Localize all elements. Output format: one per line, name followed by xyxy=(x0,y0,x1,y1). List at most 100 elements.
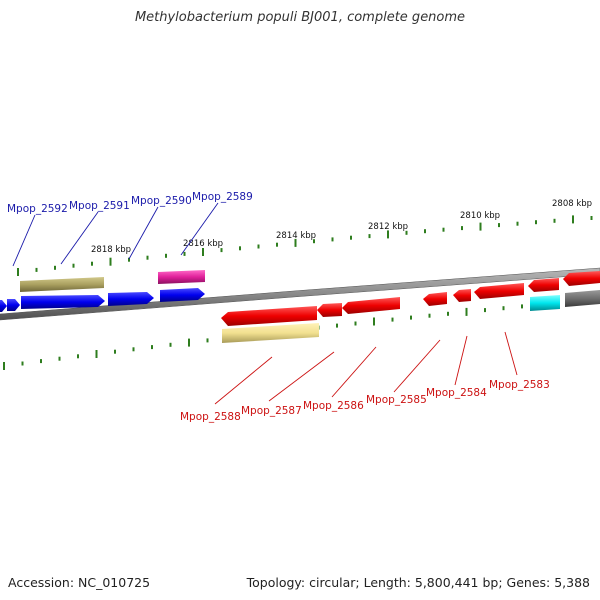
gene-label-mpop-2586: Mpop_2586 xyxy=(303,400,364,412)
minor-tick xyxy=(128,257,130,262)
major-tick xyxy=(202,248,204,256)
minor-tick xyxy=(54,265,56,270)
scale-label: 2810 kbp xyxy=(460,211,500,221)
scale-label: 2816 kbp xyxy=(183,239,223,249)
minor-tick xyxy=(146,255,149,260)
minor-tick xyxy=(169,342,172,347)
minor-tick xyxy=(535,220,537,225)
scale-label: 2818 kbp xyxy=(91,245,131,255)
gene-arrow xyxy=(0,300,7,312)
minor-tick xyxy=(165,253,167,258)
gene-label-mpop-2587: Mpop_2587 xyxy=(241,405,302,417)
gene-arrow-mpop-2585 xyxy=(423,292,447,306)
minor-tick xyxy=(447,311,449,316)
major-tick xyxy=(373,317,375,326)
minor-tick xyxy=(442,227,445,232)
minor-tick xyxy=(331,237,334,242)
leader-line xyxy=(268,351,335,402)
minor-tick xyxy=(206,338,209,343)
gene-arrow-mpop-2591 xyxy=(21,295,105,309)
leader-line xyxy=(504,331,518,376)
gene-label-mpop-2585: Mpop_2585 xyxy=(366,394,427,406)
feature-bar-olive xyxy=(20,277,104,292)
gene-arrow-mpop-2584 xyxy=(453,289,471,302)
genome-summary: Topology: circular; Length: 5,800,441 bp… xyxy=(246,575,590,590)
gene-arrow-mpop-2586 xyxy=(342,297,400,314)
forward-strand-features xyxy=(0,270,205,312)
major-tick xyxy=(109,257,112,266)
minor-tick xyxy=(151,345,153,350)
gene-arrow-mpop-2583 xyxy=(474,283,524,299)
scale-label: 2812 kbp xyxy=(368,222,408,232)
minor-tick xyxy=(58,356,61,361)
major-tick xyxy=(479,222,482,231)
minor-tick xyxy=(461,226,463,231)
gene-label-mpop-2590: Mpop_2590 xyxy=(131,195,192,207)
gene-arrow-mpop-2589 xyxy=(160,288,205,302)
minor-tick xyxy=(424,229,426,234)
minor-tick xyxy=(502,306,505,311)
minor-tick xyxy=(405,230,408,235)
gene-arrow xyxy=(7,299,20,311)
accession-label: Accession: NC_010725 xyxy=(8,575,151,590)
major-tick xyxy=(387,230,389,239)
gene-label-mpop-2592: Mpop_2592 xyxy=(7,203,68,215)
minor-tick xyxy=(276,242,278,247)
minor-tick xyxy=(21,361,24,366)
feature-bar-gray xyxy=(565,290,600,307)
map-title: Methylobacterium populi BJ001, complete … xyxy=(134,10,466,25)
minor-tick xyxy=(72,263,75,268)
minor-tick xyxy=(521,304,523,309)
minor-tick xyxy=(313,239,315,244)
minor-tick xyxy=(590,216,593,220)
gene-arrow-mpop-2588 xyxy=(221,306,317,326)
major-tick xyxy=(572,215,574,224)
forward-gene-labels: Mpop_2592 Mpop_2591 Mpop_2590 Mpop_2589 xyxy=(7,191,253,267)
minor-tick xyxy=(354,321,357,326)
major-tick xyxy=(3,362,5,370)
minor-tick xyxy=(428,313,431,318)
minor-tick xyxy=(484,308,486,313)
feature-bar-magenta xyxy=(158,270,205,284)
minor-tick xyxy=(350,235,352,240)
scale-label: 2808 kbp xyxy=(552,199,592,209)
gene-label-mpop-2584: Mpop_2584 xyxy=(426,387,487,399)
leader-line xyxy=(180,202,219,256)
gene-arrow-mpop-2590 xyxy=(108,292,154,306)
leader-line xyxy=(214,356,273,405)
feature-bar-cyan xyxy=(530,295,560,311)
leader-line xyxy=(12,214,36,267)
scale-label: 2814 kbp xyxy=(276,231,316,241)
major-tick xyxy=(294,238,297,247)
minor-tick xyxy=(257,244,260,249)
gene-arrow xyxy=(563,271,600,286)
leader-line xyxy=(128,206,159,260)
minor-tick xyxy=(77,354,79,359)
leader-line xyxy=(60,211,99,265)
minor-tick xyxy=(239,246,241,251)
minor-tick xyxy=(183,251,186,256)
leader-line xyxy=(454,335,468,386)
gene-label-mpop-2589: Mpop_2589 xyxy=(192,191,253,203)
minor-tick xyxy=(40,359,42,364)
outer-tick-ring xyxy=(17,215,593,276)
scale-labels: 2818 kbp 2816 kbp 2814 kbp 2812 kbp 2810… xyxy=(91,199,592,255)
gene-arrow-mpop-2587 xyxy=(317,303,342,317)
feature-bar-yellow xyxy=(222,323,319,343)
minor-tick xyxy=(220,248,223,253)
gene-arrow xyxy=(528,278,559,292)
reverse-strand-features xyxy=(221,271,600,343)
major-tick xyxy=(465,307,468,316)
minor-tick xyxy=(91,261,93,266)
minor-tick xyxy=(391,317,394,322)
minor-tick xyxy=(368,234,371,239)
leader-line xyxy=(393,339,441,393)
minor-tick xyxy=(114,349,116,354)
minor-tick xyxy=(410,315,412,320)
major-tick xyxy=(17,268,19,276)
minor-tick xyxy=(553,218,556,223)
minor-tick xyxy=(336,323,338,328)
major-tick xyxy=(95,350,98,358)
